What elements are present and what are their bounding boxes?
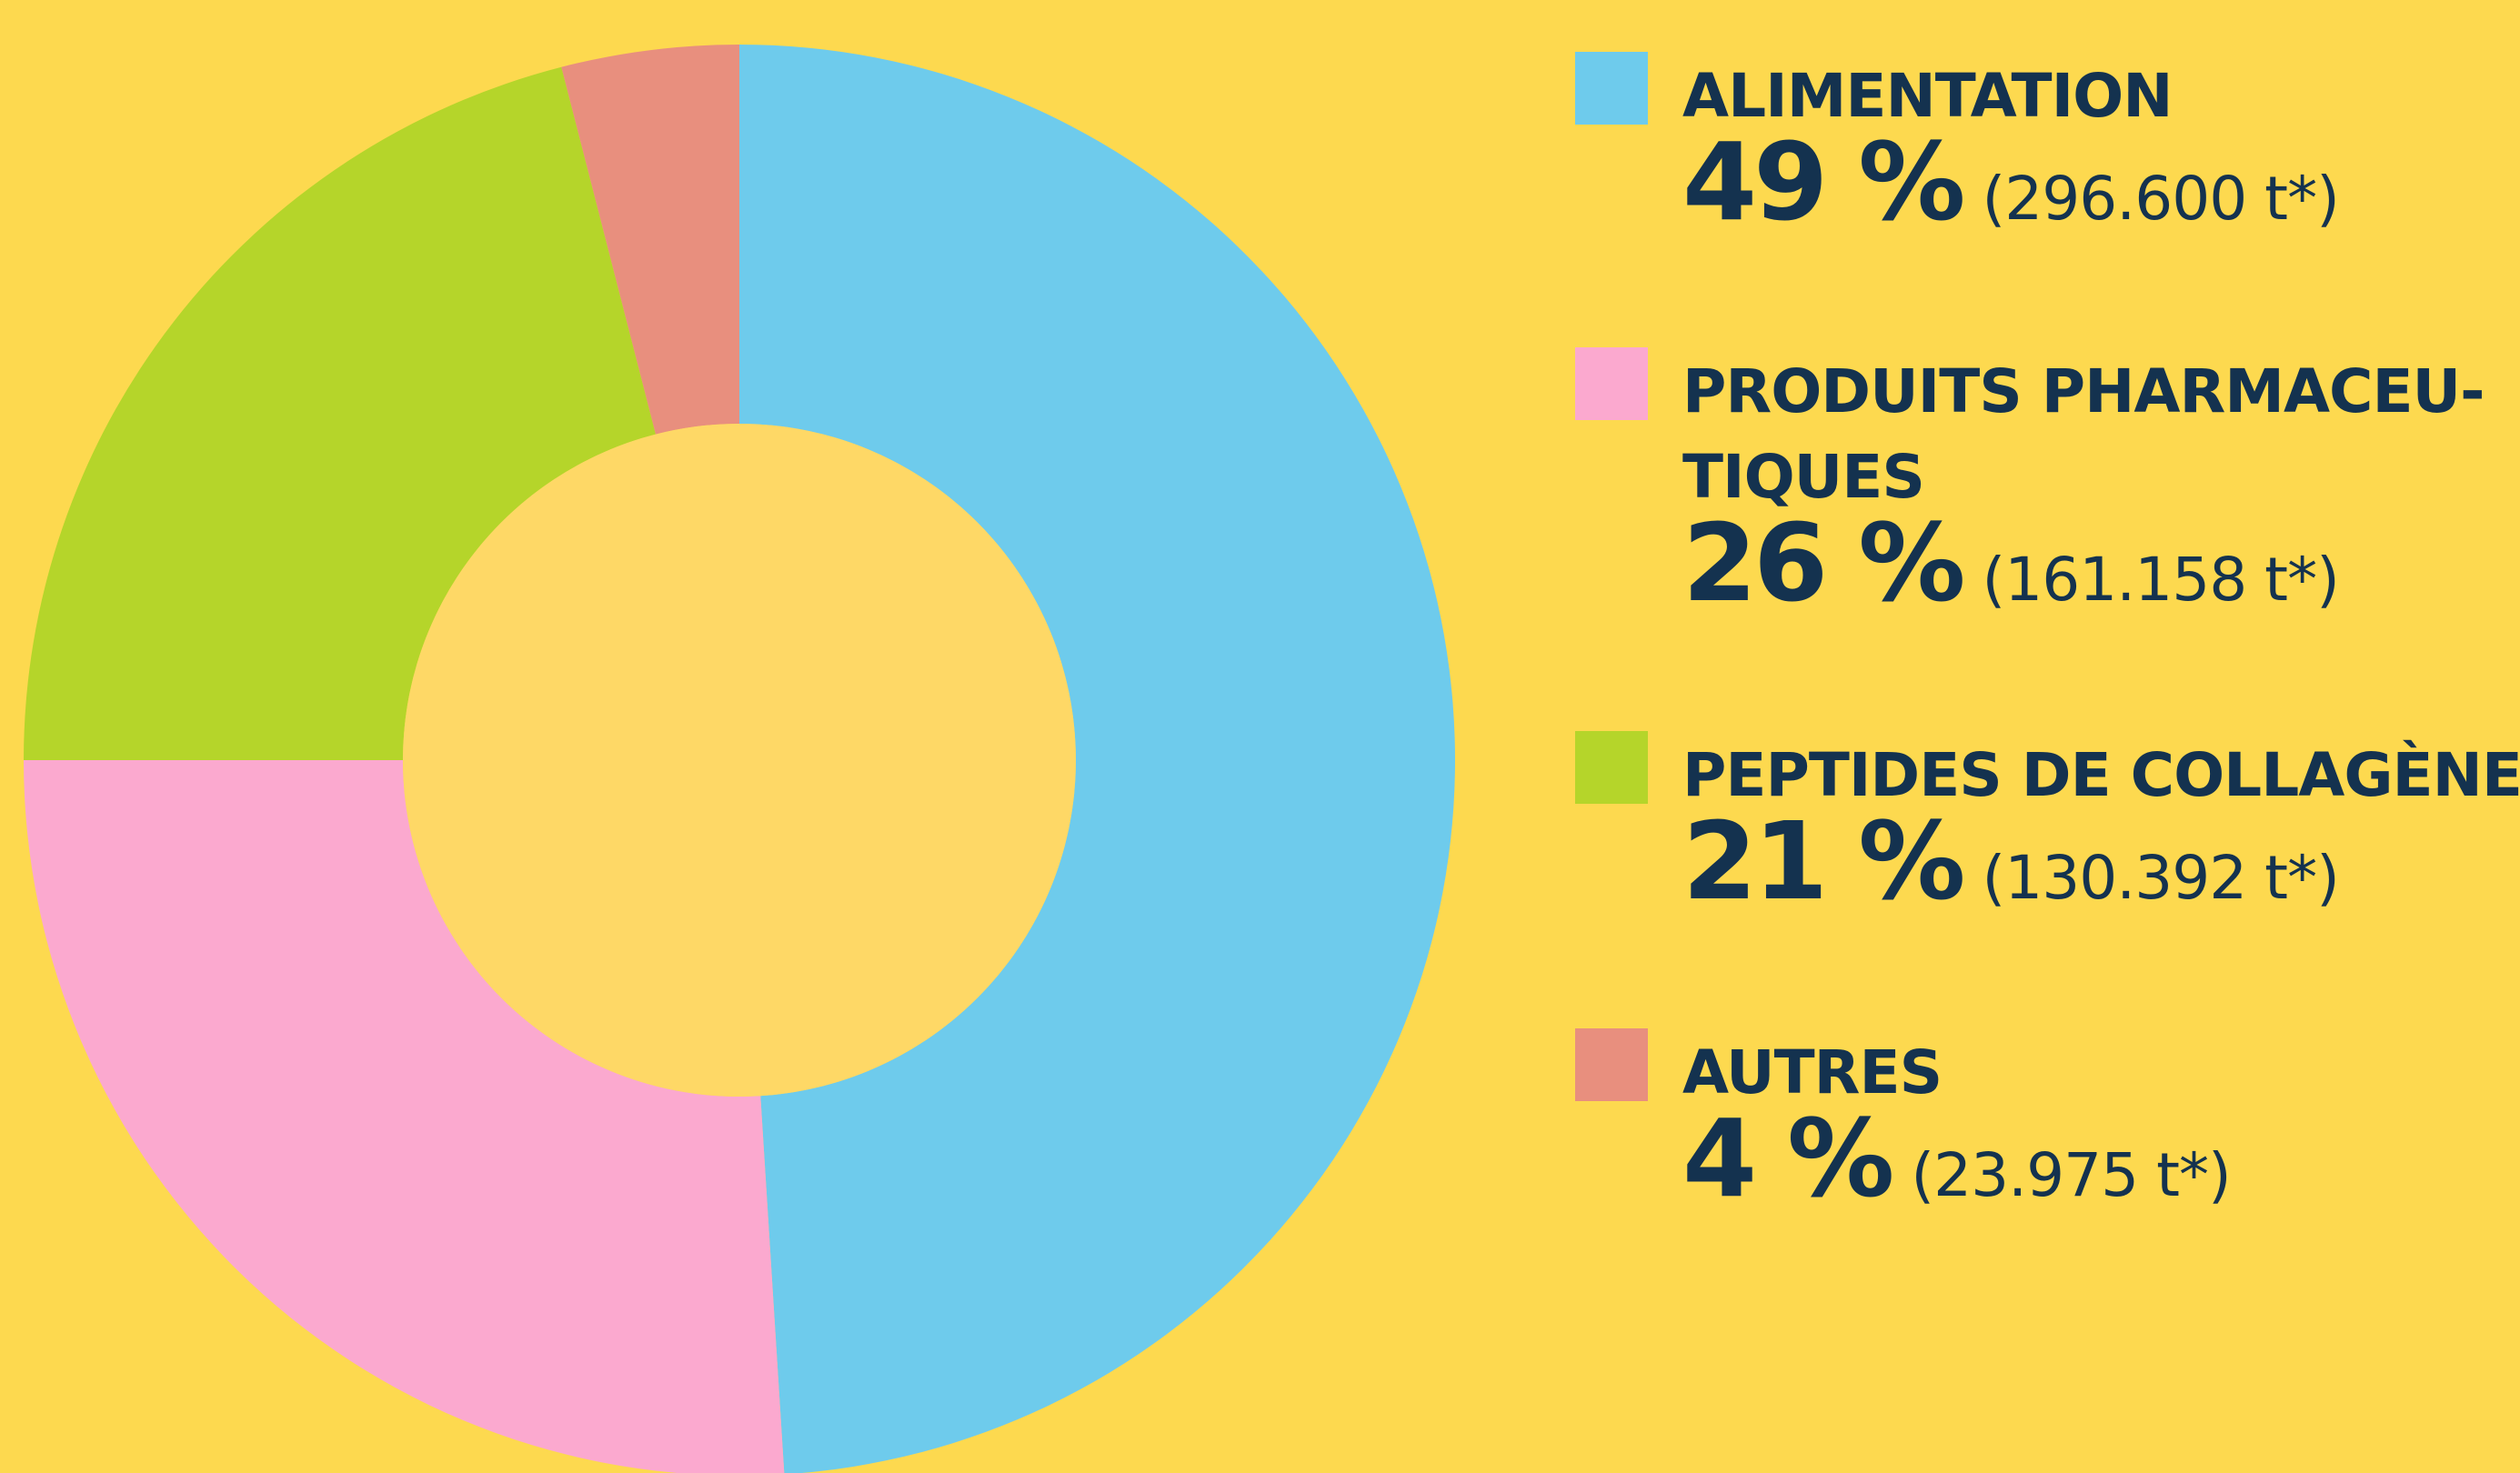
category-name: ALIMENTATION xyxy=(1682,61,2173,131)
category-name: AUTRES xyxy=(1682,1037,1943,1107)
donut-segment xyxy=(24,760,785,1473)
category-name: PEPTIDES DE COLLAGÈNE xyxy=(1682,740,2520,810)
legend-swatch xyxy=(1575,731,1648,804)
detail-label: (130.392 t*) xyxy=(1982,843,2340,913)
legend-label: PRODUITS PHARMACEU- TIQUES 26 % (161.158 … xyxy=(1682,349,2520,623)
donut-segment xyxy=(561,45,739,435)
legend-label: PEPTIDES DE COLLAGÈNE 21 % (130.392 t*) xyxy=(1682,733,2520,921)
detail-label: (161.158 t*) xyxy=(1982,545,2340,615)
donut-segment xyxy=(24,66,656,761)
value-line: 49 % (296.600 t*) xyxy=(1682,128,2340,235)
donut-hole xyxy=(403,424,1076,1097)
legend-label: AUTRES 4 % (23.975 t*) xyxy=(1682,1030,2520,1218)
category-name: PRODUITS PHARMACEU- TIQUES xyxy=(1682,356,2485,512)
chart xyxy=(24,45,1456,1473)
value-line: 4 % (23.975 t*) xyxy=(1682,1105,2232,1212)
legend-swatch xyxy=(1575,1028,1648,1101)
value-label: 21 % xyxy=(1682,798,1966,924)
legend-swatch xyxy=(1575,347,1648,420)
value-line: 21 % (130.392 t*) xyxy=(1682,807,2340,915)
detail-label: (296.600 t*) xyxy=(1982,164,2340,234)
legend-label: ALIMENTATION 49 % (296.600 t*) xyxy=(1682,54,2520,242)
value-label: 49 % xyxy=(1682,119,1966,245)
donut-segment xyxy=(739,45,1456,1473)
detail-label: (23.975 t*) xyxy=(1911,1140,2231,1210)
value-label: 4 % xyxy=(1682,1096,1894,1221)
legend-swatch xyxy=(1575,52,1648,125)
value-label: 26 % xyxy=(1682,500,1966,626)
value-line: 26 % (161.158 t*) xyxy=(1682,509,2340,616)
